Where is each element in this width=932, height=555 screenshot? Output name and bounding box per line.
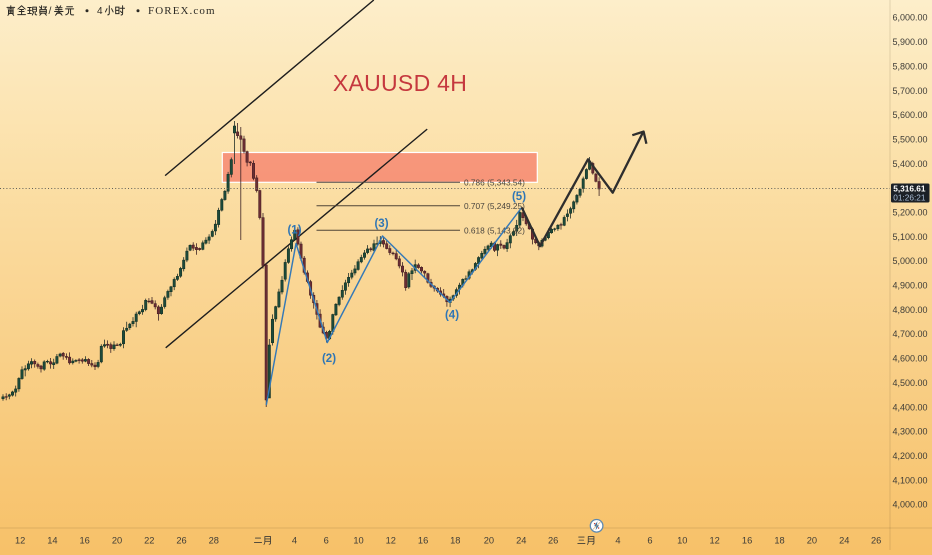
svg-text:0.707 (5,249.25): 0.707 (5,249.25) bbox=[464, 201, 525, 211]
svg-text:(5): (5) bbox=[512, 191, 526, 203]
svg-text:22: 22 bbox=[144, 536, 154, 546]
svg-text:18: 18 bbox=[450, 536, 460, 546]
svg-text:(1): (1) bbox=[287, 225, 301, 237]
svg-text:10: 10 bbox=[677, 536, 687, 546]
svg-text:4,400.00: 4,400.00 bbox=[893, 402, 928, 412]
svg-text:4,200.00: 4,200.00 bbox=[893, 451, 928, 461]
svg-text:16: 16 bbox=[742, 536, 752, 546]
svg-text:5,700.00: 5,700.00 bbox=[893, 86, 928, 96]
svg-text:5,500.00: 5,500.00 bbox=[893, 134, 928, 144]
svg-text:12: 12 bbox=[15, 536, 25, 546]
svg-text:4,100.00: 4,100.00 bbox=[893, 475, 928, 485]
svg-text:4,800.00: 4,800.00 bbox=[893, 305, 928, 315]
svg-text:26: 26 bbox=[176, 536, 186, 546]
svg-text:5,900.00: 5,900.00 bbox=[893, 37, 928, 47]
svg-text:20: 20 bbox=[484, 536, 494, 546]
svg-text:24: 24 bbox=[516, 536, 526, 546]
svg-text:6,000.00: 6,000.00 bbox=[893, 13, 928, 23]
svg-text:6: 6 bbox=[647, 536, 652, 546]
svg-text:/: / bbox=[49, 5, 52, 17]
svg-text:10: 10 bbox=[353, 536, 363, 546]
svg-text:6: 6 bbox=[324, 536, 329, 546]
svg-text:26: 26 bbox=[548, 536, 558, 546]
svg-text:16: 16 bbox=[80, 536, 90, 546]
svg-text:20: 20 bbox=[807, 536, 817, 546]
svg-text:5,400.00: 5,400.00 bbox=[893, 159, 928, 169]
svg-text:12: 12 bbox=[710, 536, 720, 546]
svg-text:4,600.00: 4,600.00 bbox=[893, 354, 928, 364]
svg-text:4,300.00: 4,300.00 bbox=[893, 427, 928, 437]
svg-text:(2): (2) bbox=[322, 353, 336, 365]
svg-text:16: 16 bbox=[418, 536, 428, 546]
svg-text:(4): (4) bbox=[445, 310, 459, 322]
svg-text:24: 24 bbox=[839, 536, 849, 546]
svg-text:20: 20 bbox=[112, 536, 122, 546]
svg-text:26: 26 bbox=[871, 536, 881, 546]
svg-text:FOREX.com: FOREX.com bbox=[148, 5, 216, 17]
svg-text:4,000.00: 4,000.00 bbox=[893, 500, 928, 510]
svg-text:5,316.61: 5,316.61 bbox=[893, 184, 926, 194]
svg-text:5,000.00: 5,000.00 bbox=[893, 256, 928, 266]
svg-text:0.786 (5,343.54): 0.786 (5,343.54) bbox=[464, 177, 525, 187]
svg-text:14: 14 bbox=[47, 536, 57, 546]
svg-text:01:26:21: 01:26:21 bbox=[893, 192, 926, 202]
svg-text:4: 4 bbox=[97, 6, 103, 17]
svg-text:18: 18 bbox=[774, 536, 784, 546]
svg-text:(3): (3) bbox=[374, 218, 388, 230]
svg-text:4,700.00: 4,700.00 bbox=[893, 329, 928, 339]
svg-text:28: 28 bbox=[209, 536, 219, 546]
svg-text:5,600.00: 5,600.00 bbox=[893, 110, 928, 120]
svg-text:5,800.00: 5,800.00 bbox=[893, 61, 928, 71]
svg-text:4,900.00: 4,900.00 bbox=[893, 281, 928, 291]
svg-text:4: 4 bbox=[615, 536, 620, 546]
svg-text:4: 4 bbox=[292, 536, 297, 546]
svg-text:XAUUSD 4H: XAUUSD 4H bbox=[333, 70, 467, 96]
svg-text:0.618 (5,143.92): 0.618 (5,143.92) bbox=[464, 225, 525, 235]
svg-text:12: 12 bbox=[386, 536, 396, 546]
svg-text:5,200.00: 5,200.00 bbox=[893, 208, 928, 218]
svg-text:4,500.00: 4,500.00 bbox=[893, 378, 928, 388]
svg-text:5,100.00: 5,100.00 bbox=[893, 232, 928, 242]
